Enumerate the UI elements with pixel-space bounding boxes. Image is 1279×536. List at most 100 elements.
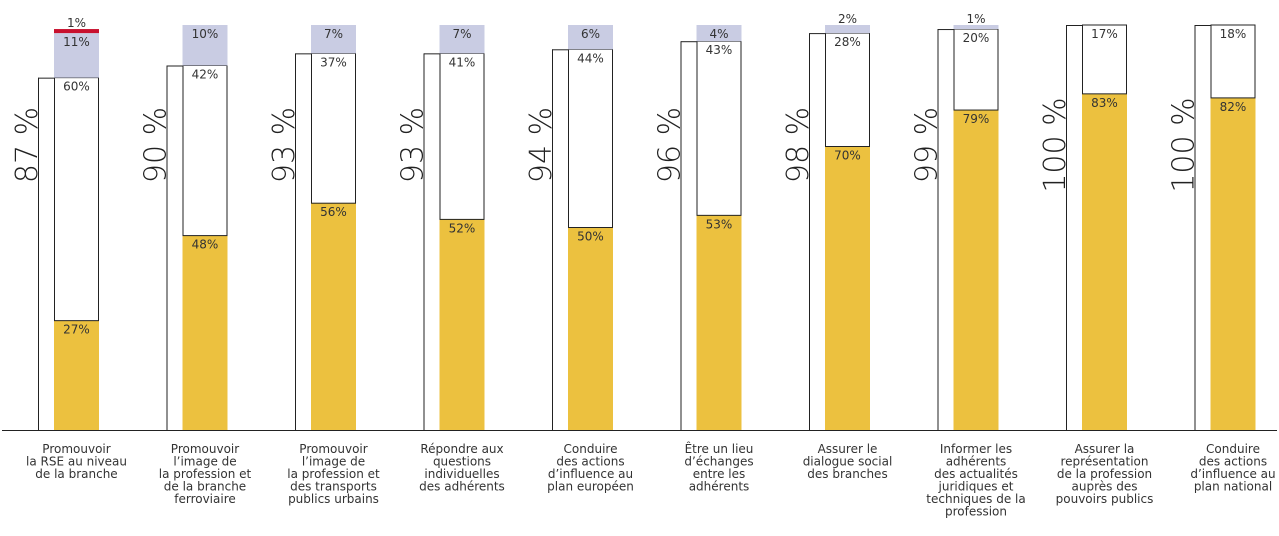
bar-segment [1082, 93, 1127, 430]
bar-segment [825, 146, 870, 430]
bar-segment [54, 320, 99, 430]
category-label: Promouvoir [299, 442, 367, 456]
bar-segment [439, 25, 485, 54]
category-label: la profession et [287, 467, 380, 481]
data-label: 2% [838, 12, 857, 26]
total-label: 93 % [396, 107, 431, 183]
bar-segment [1082, 24, 1127, 95]
category-label: questions [433, 455, 491, 469]
category-label: Assurer le [818, 442, 878, 456]
bar-segment [439, 219, 485, 430]
total-label: 94 % [524, 107, 559, 183]
data-label: 7% [324, 27, 343, 41]
total-label: 87 % [10, 107, 45, 183]
category-label: Répondre aux [420, 442, 503, 456]
category-label: plan européen [547, 480, 634, 494]
data-label: 18% [1220, 27, 1247, 41]
category-label: d’influence au [548, 467, 633, 481]
category-label: représentation [1060, 455, 1148, 469]
data-label: 6% [581, 27, 600, 41]
category-label: Assurer la [1075, 442, 1135, 456]
category-label: ferroviaire [174, 492, 236, 506]
category-label: dialogue social [803, 455, 893, 469]
bar-segment [568, 48, 613, 228]
bar-segment [1210, 97, 1256, 431]
bar-segment [696, 25, 742, 42]
category-label: Informer les [940, 442, 1012, 456]
data-label: 1% [67, 16, 86, 30]
data-label: 11% [63, 35, 90, 49]
data-label: 42% [192, 68, 219, 82]
category-label: des actualités [934, 467, 1018, 481]
data-label: 20% [963, 31, 990, 45]
category-label: Promouvoir [42, 442, 110, 456]
data-label: 56% [320, 205, 347, 219]
bar-segment [953, 25, 999, 30]
data-label: 50% [577, 230, 604, 244]
total-label: 99 % [910, 107, 945, 183]
total-label: 100 % [1038, 97, 1073, 192]
data-label: 83% [1091, 96, 1118, 110]
data-label: 4% [709, 27, 728, 41]
bar-segment [182, 235, 228, 430]
bar-segment [54, 29, 99, 34]
bar-segment [182, 65, 228, 237]
category-label: la RSE au niveau [26, 455, 127, 469]
category-label: Promouvoir [171, 442, 239, 456]
category-label: adhérents [689, 480, 750, 494]
data-label: 70% [834, 149, 861, 163]
bar-segment [54, 77, 99, 322]
data-label: 27% [63, 323, 90, 337]
category-label: des actions [1199, 455, 1267, 469]
category-label: de la branche [164, 480, 246, 494]
category-label: publics urbains [288, 492, 379, 506]
category-label: d’influence au [1190, 467, 1275, 481]
bar-segment [182, 25, 228, 66]
bar-segment [696, 40, 742, 216]
category-label: d’échanges [684, 455, 753, 469]
data-label: 41% [449, 55, 476, 69]
category-label: des actions [556, 455, 624, 469]
category-label: Conduire [1206, 442, 1260, 456]
total-label: 90 % [139, 107, 174, 183]
bar-segment [825, 32, 870, 147]
total-label: 93 % [267, 107, 302, 183]
category-label: plan national [1194, 480, 1272, 494]
category-label: Être un lieu [685, 441, 754, 456]
bar-segment [54, 33, 99, 78]
data-label: 60% [63, 80, 90, 94]
data-label: 37% [320, 55, 347, 69]
category-label: des adhérents [419, 480, 505, 494]
bar-segment [439, 52, 485, 220]
data-label: 79% [963, 112, 990, 126]
total-label: 96 % [653, 107, 688, 183]
category-label: auprès des [1072, 480, 1138, 494]
category-label: juridiques et [938, 480, 1014, 494]
category-label: des branches [807, 467, 887, 481]
total-label: 98 % [781, 107, 816, 183]
bar-segment [311, 25, 356, 54]
data-label: 7% [452, 27, 471, 41]
category-label: individuelles [424, 467, 499, 481]
data-label: 53% [706, 217, 733, 231]
category-label: profession [945, 505, 1007, 519]
bar-segment [568, 227, 613, 430]
data-label: 43% [706, 43, 733, 57]
bar-segment [825, 25, 870, 34]
category-label: des transports [290, 480, 377, 494]
bar-segment [311, 52, 356, 204]
category-label: Conduire [564, 442, 618, 456]
category-label: la profession et [159, 467, 252, 481]
data-label: 52% [449, 221, 476, 235]
bar-segment [953, 110, 999, 431]
data-label: 28% [834, 35, 861, 49]
category-label: l’image de [173, 455, 236, 469]
category-label: adhérents [946, 455, 1007, 469]
data-label: 48% [192, 238, 219, 252]
data-label: 17% [1091, 27, 1118, 41]
bar-segment [568, 25, 613, 50]
category-label: pouvoirs publics [1056, 492, 1154, 506]
total-label: 100 % [1167, 97, 1202, 192]
